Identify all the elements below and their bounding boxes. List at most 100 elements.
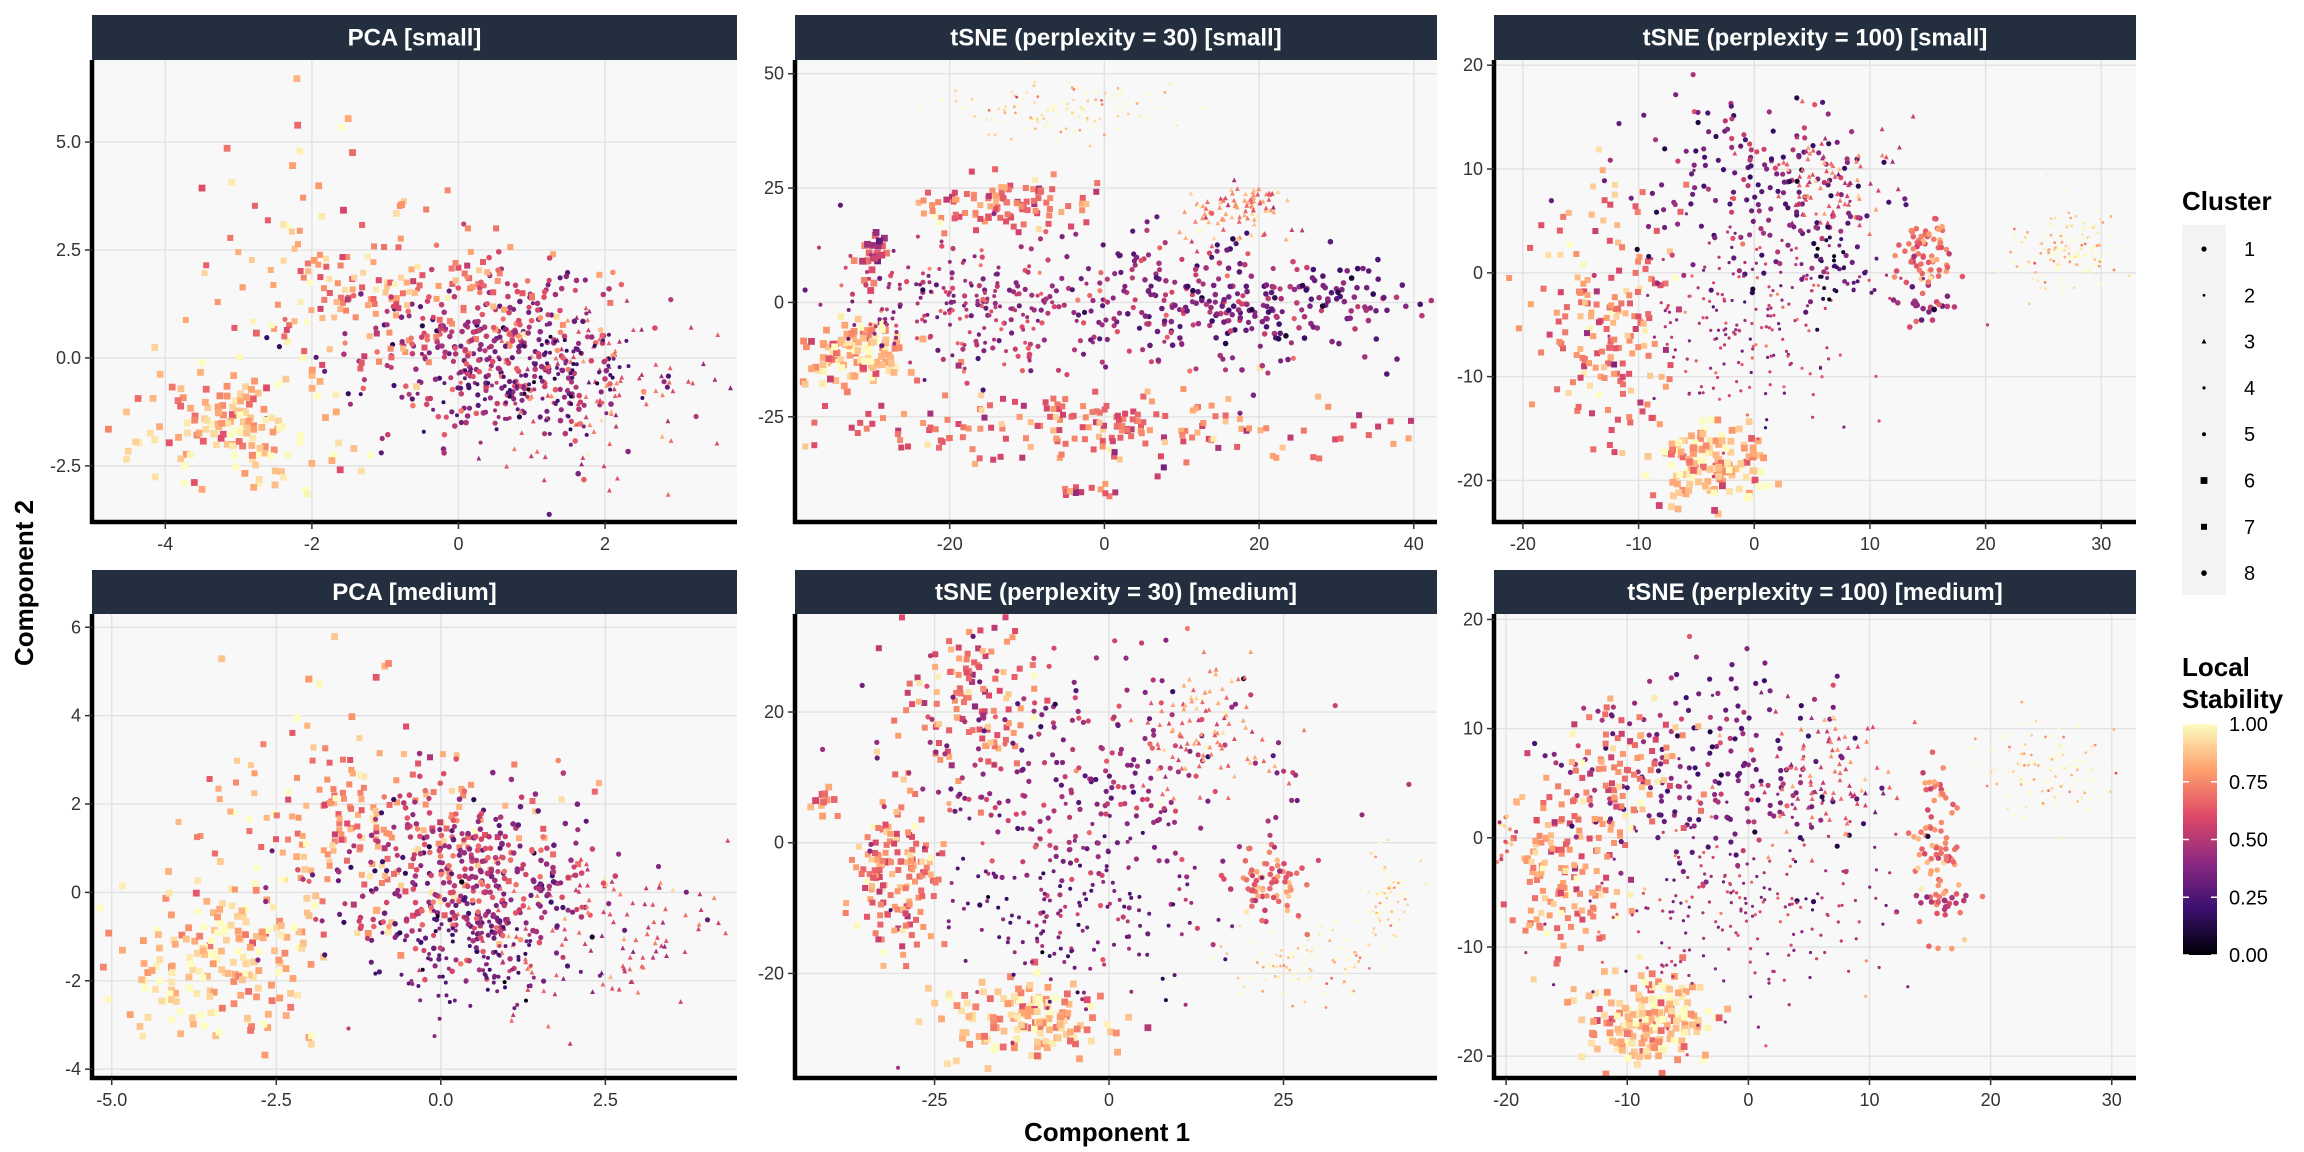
point-cluster-6	[1072, 1040, 1079, 1048]
point-cluster-7	[381, 244, 388, 250]
point-cluster-1	[416, 379, 422, 385]
point-cluster-6	[857, 324, 865, 331]
point-cluster-7	[421, 344, 428, 351]
point-cluster-8	[489, 894, 496, 901]
point-cluster-6	[966, 1041, 974, 1048]
point-cluster-5	[927, 335, 932, 340]
x-tick-label: 0	[453, 534, 463, 554]
point-cluster-6	[318, 213, 326, 220]
point-cluster-1	[373, 816, 379, 822]
point-cluster-7	[263, 814, 270, 821]
point-cluster-4	[1814, 212, 1818, 216]
point-cluster-6	[801, 380, 809, 388]
point-cluster-1	[1750, 286, 1756, 292]
point-cluster-7	[1565, 390, 1572, 397]
point-cluster-7	[1031, 201, 1038, 207]
point-cluster-2	[2033, 261, 2037, 265]
point-cluster-1	[457, 847, 463, 853]
point-cluster-5	[884, 307, 889, 312]
point-cluster-6	[241, 470, 249, 477]
point-cluster-7	[437, 819, 444, 826]
point-cluster-7	[268, 322, 275, 329]
point-cluster-4	[1789, 361, 1793, 365]
point-cluster-2	[1347, 965, 1351, 969]
point-cluster-7	[872, 930, 879, 937]
point-cluster-7	[409, 771, 416, 778]
point-cluster-5	[443, 980, 448, 985]
point-cluster-2	[2077, 255, 2080, 259]
point-cluster-7	[1023, 198, 1030, 205]
point-cluster-4	[1827, 357, 1831, 361]
point-cluster-7	[1043, 199, 1050, 206]
point-cluster-7	[1560, 345, 1566, 352]
point-cluster-7	[1581, 288, 1588, 295]
point-cluster-6	[907, 369, 915, 376]
point-cluster-2	[1381, 888, 1385, 891]
point-cluster-2	[1374, 933, 1377, 937]
point-cluster-8	[1913, 300, 1919, 307]
point-cluster-5	[1822, 286, 1827, 291]
point-cluster-6	[232, 463, 240, 471]
point-cluster-8	[392, 921, 398, 927]
point-cluster-4	[1709, 366, 1713, 370]
point-cluster-7	[1607, 337, 1614, 344]
point-cluster-5	[976, 332, 981, 337]
point-cluster-8	[441, 450, 447, 456]
point-cluster-8	[1242, 261, 1248, 268]
point-cluster-8	[488, 873, 495, 880]
point-cluster-6	[307, 961, 315, 968]
point-cluster-7	[1614, 370, 1621, 377]
point-cluster-6	[177, 1008, 184, 1015]
point-cluster-6	[846, 352, 854, 359]
point-cluster-6	[1014, 1013, 1021, 1021]
point-cluster-8	[416, 750, 423, 757]
point-cluster-7	[989, 187, 996, 194]
y-tick-label: 4	[71, 706, 81, 726]
point-cluster-8	[1399, 282, 1406, 288]
point-cluster-6	[819, 340, 827, 347]
point-cluster-8	[525, 330, 531, 336]
point-cluster-6	[242, 931, 249, 938]
point-cluster-3	[1855, 177, 1860, 182]
point-cluster-1	[482, 348, 488, 354]
point-cluster-6	[273, 924, 280, 932]
point-cluster-5	[444, 993, 449, 998]
point-cluster-7	[427, 754, 433, 761]
point-cluster-1	[384, 868, 390, 874]
point-cluster-1	[491, 935, 497, 941]
point-cluster-2	[1025, 91, 1029, 95]
point-cluster-8	[557, 417, 564, 424]
point-cluster-8	[1394, 356, 1400, 362]
point-cluster-2	[1093, 90, 1097, 94]
point-cluster-3	[1848, 180, 1853, 185]
point-cluster-7	[915, 894, 922, 901]
point-cluster-3	[526, 905, 532, 910]
point-cluster-7	[435, 282, 442, 289]
point-cluster-1	[1796, 201, 1802, 207]
point-cluster-2	[2038, 286, 2042, 290]
x-tick-label: -2.5	[261, 1090, 292, 1110]
point-cluster-1	[461, 837, 467, 843]
point-cluster-5	[516, 957, 521, 962]
point-cluster-8	[537, 873, 543, 880]
point-cluster-5	[584, 311, 589, 316]
point-cluster-7	[1632, 203, 1639, 210]
point-cluster-7	[285, 788, 292, 795]
point-cluster-3	[545, 392, 551, 398]
point-cluster-2	[1275, 965, 1278, 968]
point-cluster-2	[2071, 255, 2075, 258]
point-cluster-4	[1696, 286, 1700, 290]
point-cluster-7	[1584, 330, 1590, 337]
point-cluster-4	[1731, 272, 1735, 276]
point-cluster-7	[857, 419, 864, 426]
point-cluster-7	[1610, 319, 1617, 326]
point-cluster-7	[1595, 319, 1602, 326]
point-cluster-7	[337, 294, 344, 301]
point-cluster-8	[524, 278, 531, 284]
point-cluster-6	[1018, 1009, 1026, 1017]
point-cluster-7	[1662, 346, 1669, 353]
point-cluster-5	[1100, 297, 1105, 302]
point-cluster-4	[1720, 293, 1724, 297]
point-cluster-1	[493, 883, 499, 889]
point-cluster-8	[1272, 295, 1278, 301]
